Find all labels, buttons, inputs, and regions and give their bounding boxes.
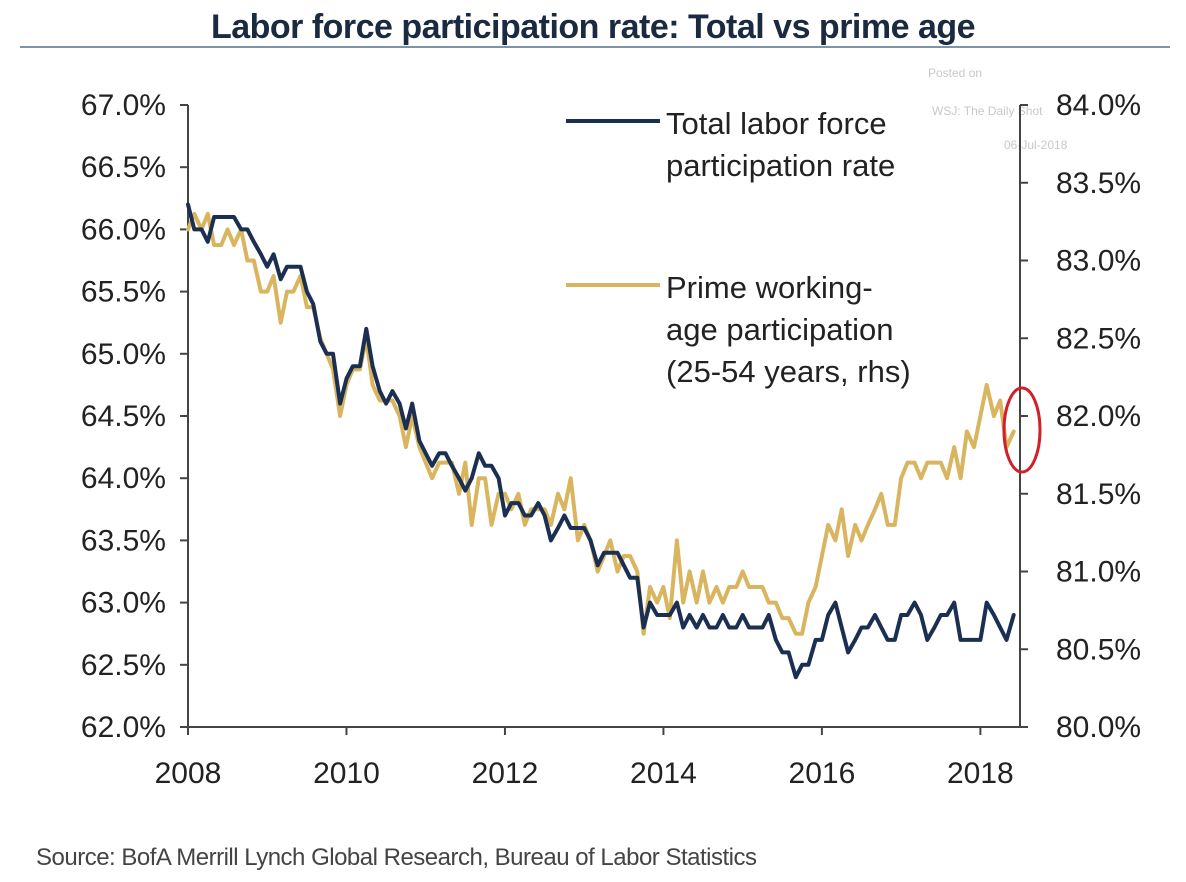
x-tick-label: 2018 — [947, 757, 1014, 790]
left-tick-label: 63.5% — [81, 524, 166, 557]
right-tick-label: 83.5% — [1056, 167, 1141, 200]
x-tick-label: 2008 — [155, 757, 222, 790]
left-tick-label: 62.0% — [81, 711, 166, 744]
left-tick-label: 66.5% — [81, 151, 166, 184]
legend-label-prime: age participation — [666, 312, 894, 347]
left-tick-label: 66.0% — [81, 213, 166, 246]
right-tick-label: 82.0% — [1056, 400, 1141, 433]
right-tick-label: 80.5% — [1056, 633, 1141, 666]
x-tick-label: 2016 — [789, 757, 856, 790]
series-line-total — [186, 202, 1016, 680]
right-tick-label: 80.0% — [1056, 711, 1141, 744]
watermark-line-1: Posted on — [928, 66, 983, 80]
left-tick-label: 65.5% — [81, 276, 166, 309]
left-tick-label: 64.5% — [81, 400, 166, 433]
legend-label-total: Total labor force — [666, 106, 887, 141]
x-tick-label: 2010 — [313, 757, 380, 790]
series-line-prime — [186, 211, 1016, 636]
left-tick-label: 63.0% — [81, 587, 166, 620]
left-tick-label: 65.0% — [81, 338, 166, 371]
chart-lines — [186, 202, 1016, 680]
left-tick-label: 62.5% — [81, 649, 166, 682]
left-tick-label: 64.0% — [81, 462, 166, 495]
watermark-line-2: WSJ: The Daily Shot — [932, 104, 1043, 118]
right-tick-label: 82.5% — [1056, 322, 1141, 355]
legend-label-prime: Prime working- — [666, 270, 873, 305]
left-tick-label: 67.0% — [81, 89, 166, 122]
legend-label-total: participation rate — [666, 148, 895, 183]
highlight-circle — [1002, 386, 1042, 474]
source-note: Source: BofA Merrill Lynch Global Resear… — [36, 844, 757, 871]
chart-title: Labor force participation rate: Total vs… — [210, 8, 976, 46]
chart-legend: Total labor force participation rate Prime… — [566, 106, 911, 389]
right-tick-label: 83.0% — [1056, 245, 1141, 278]
right-tick-label: 81.0% — [1056, 556, 1141, 589]
right-tick-label: 81.5% — [1056, 478, 1141, 511]
right-tick-label: 84.0% — [1056, 89, 1141, 122]
x-tick-label: 2014 — [630, 757, 697, 790]
chart-axes: 62.0% 62.5% 63.0% 63.5% 64.0% 64.5% 65.0% 65.5%… — [81, 89, 1141, 790]
title-divider — [20, 46, 1170, 48]
legend-label-prime: (25-54 years, rhs) — [666, 354, 911, 389]
x-tick-label: 2012 — [472, 757, 539, 790]
